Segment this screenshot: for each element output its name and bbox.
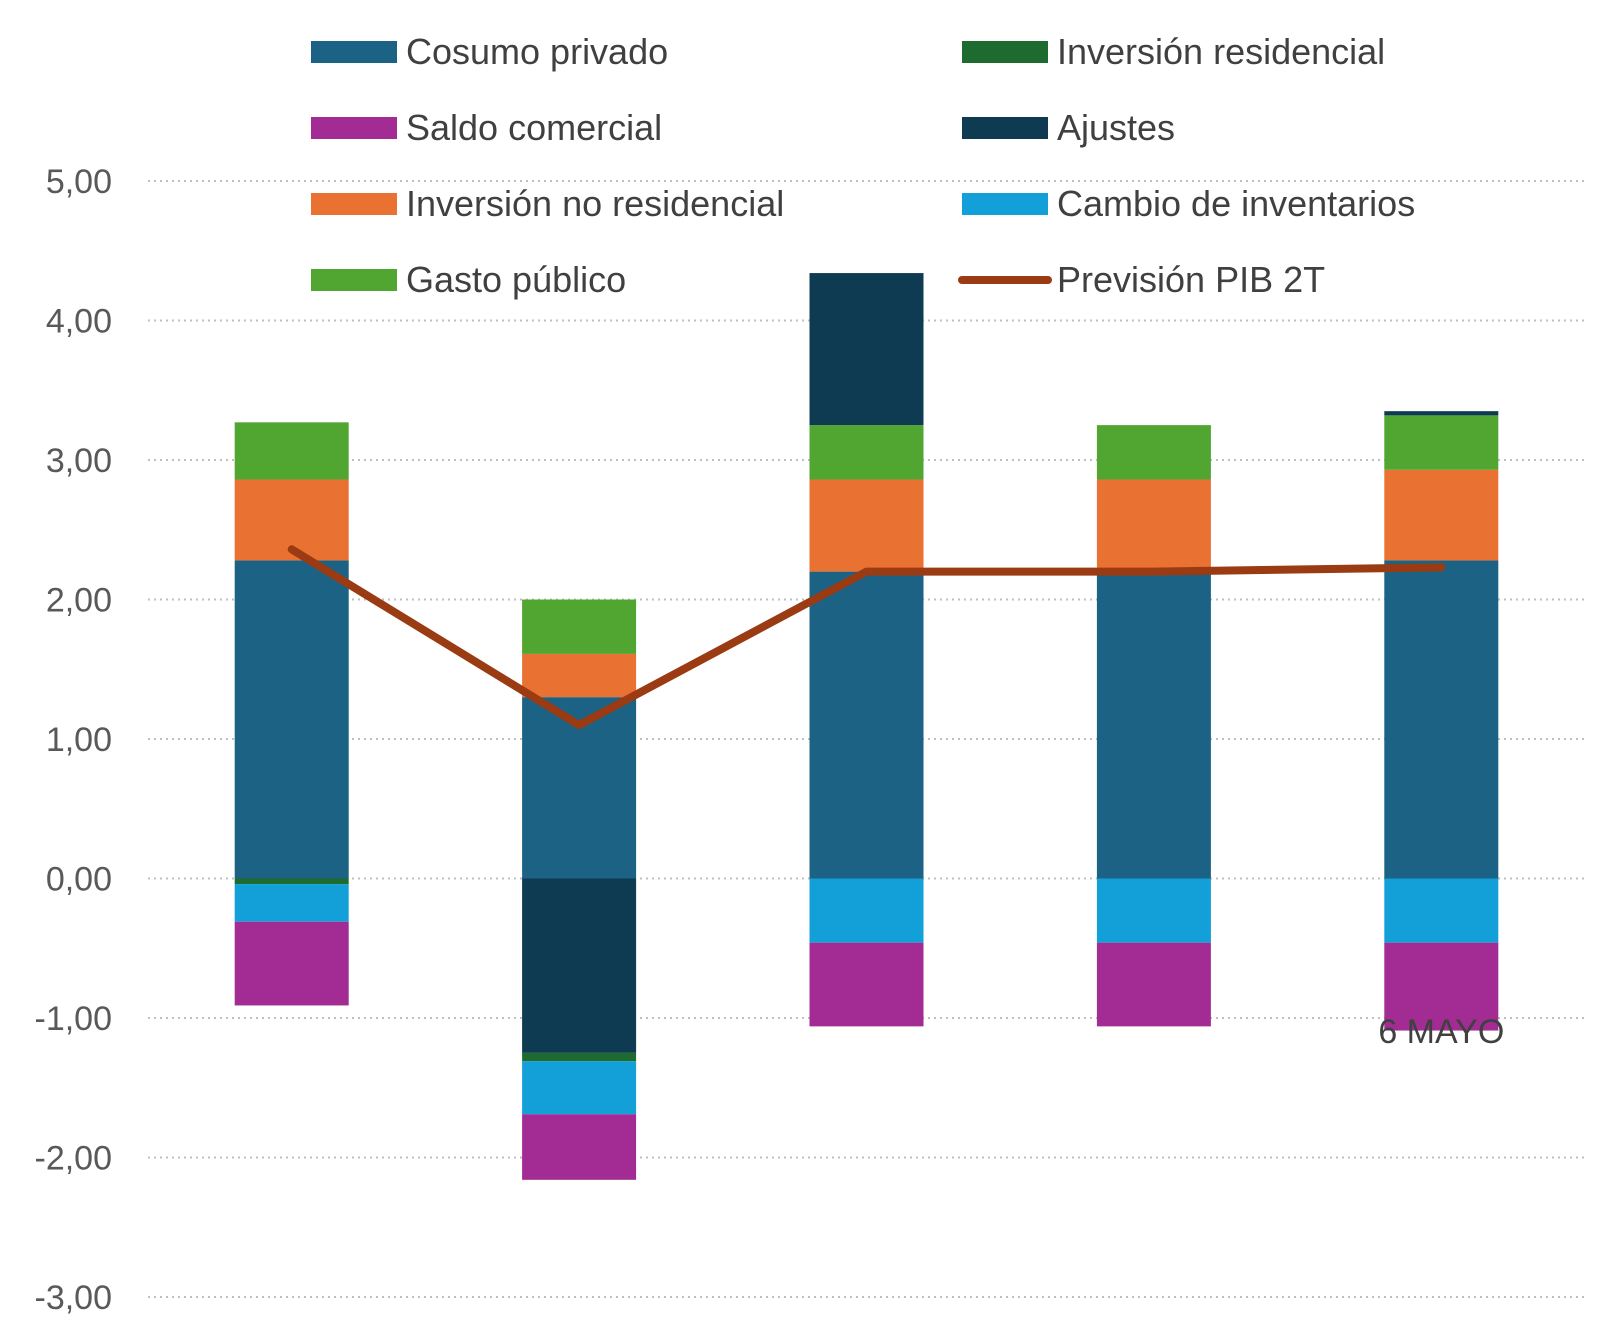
bar-segment-saldo-comercial: [234, 921, 349, 1006]
bar-segment-ajustes: [1384, 411, 1499, 416]
bar-segment-cambio-de-inventarios: [234, 884, 349, 922]
legend-label: Previsión PIB 2T: [1057, 259, 1325, 300]
bar-segment-cambio-de-inventarios: [1096, 878, 1211, 943]
bar-segment-cosumo-privado: [1384, 560, 1499, 879]
y-tick-label: 3,00: [46, 442, 112, 480]
legend-label: Cosumo privado: [406, 31, 668, 72]
bar-segment-gasto-publico: [1096, 425, 1211, 480]
legend-swatch: [311, 193, 397, 215]
legend-label: Saldo comercial: [406, 107, 662, 148]
y-tick-label: 1,00: [46, 721, 112, 759]
legend-swatch: [962, 193, 1048, 215]
bar-segment-gasto-publico: [234, 422, 349, 480]
y-tick-label: -3,00: [35, 1279, 113, 1317]
legend-label: Gasto público: [406, 259, 626, 300]
bar-segment-cambio-de-inventarios: [522, 1061, 637, 1115]
bar-segment-cosumo-privado: [809, 571, 924, 879]
bar-segment-saldo-comercial: [1384, 942, 1499, 1031]
y-tick-label: 0,00: [46, 861, 112, 899]
bar-segment-cosumo-privado: [1096, 571, 1211, 879]
legend-swatch: [962, 117, 1048, 139]
y-tick-label: -1,00: [35, 1000, 113, 1038]
legend-label: Inversión no residencial: [406, 183, 784, 224]
bar-segment-saldo-comercial: [522, 1114, 637, 1180]
gdp-forecast-line-layer: [287, 545, 1446, 730]
bar-segment-saldo-comercial: [1096, 942, 1211, 1027]
gdp-forecast-line: [287, 545, 1446, 730]
bar-segment-inversion-no-residencial: [809, 479, 924, 572]
legend-label: Cambio de inventarios: [1057, 183, 1415, 224]
bar-segment-cosumo-privado: [234, 560, 349, 879]
bar-segment-inversion-no-residencial: [1096, 479, 1211, 572]
bar-segment-ajustes: [809, 273, 924, 426]
legend-swatch: [311, 269, 397, 291]
bar-segment-gasto-publico: [809, 425, 924, 480]
bar-segment-ajustes: [522, 878, 637, 1053]
bar-segment-inversion-residencial: [522, 1052, 637, 1062]
bar-segment-cambio-de-inventarios: [1384, 878, 1499, 943]
y-tick-label: 2,00: [46, 582, 112, 620]
legend-label: Ajustes: [1057, 107, 1175, 148]
y-tick-label: -2,00: [35, 1140, 113, 1178]
legend-swatch: [311, 41, 397, 63]
bar-segment-inversion-no-residencial: [522, 653, 637, 698]
legend: Cosumo privado Inversión residencial Saldo…: [311, 31, 1415, 300]
annotations: 6 MAYO: [1378, 1013, 1504, 1051]
bar-segment-gasto-publico: [522, 599, 637, 654]
date-annotation: 6 MAYO: [1378, 1013, 1504, 1051]
legend-label: Inversión residencial: [1057, 31, 1385, 72]
y-axis-tick-labels: 5,00 4,00 3,00 2,00 1,00 0,00 -1,00 -2,00 -3,00: [35, 163, 113, 1317]
legend-swatch: [311, 117, 397, 139]
legend-swatch: [962, 41, 1048, 63]
y-tick-label: 4,00: [46, 303, 112, 341]
bar-segment-gasto-publico: [1384, 415, 1499, 470]
bar-segment-inversion-no-residencial: [1384, 469, 1499, 561]
bars: [234, 273, 1499, 1180]
y-tick-label: 5,00: [46, 163, 112, 201]
bar-segment-cambio-de-inventarios: [809, 878, 924, 943]
bar-segment-inversion-residencial: [234, 878, 349, 885]
bar-segment-saldo-comercial: [809, 942, 924, 1027]
